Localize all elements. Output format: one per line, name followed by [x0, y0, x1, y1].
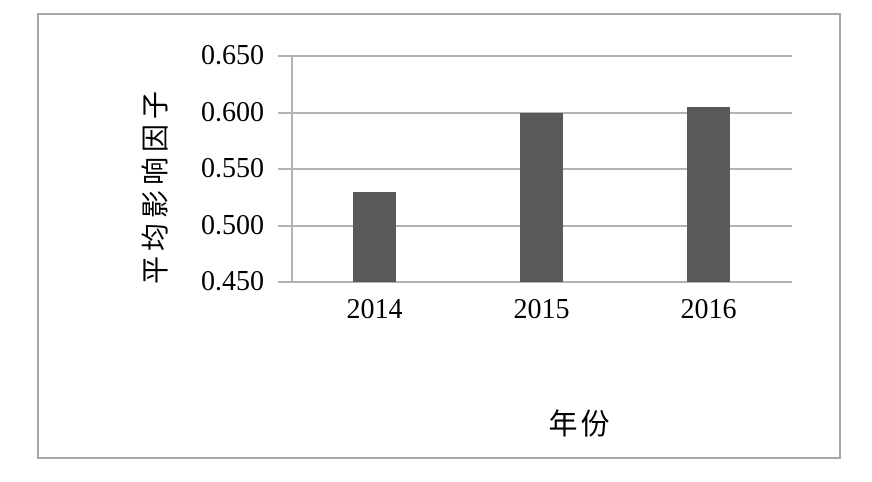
y-axis-tick [278, 168, 291, 170]
y-axis-tick [278, 55, 291, 57]
gridline [291, 55, 792, 57]
y-tick-label: 0.650 [201, 40, 264, 71]
y-axis-tick [278, 224, 291, 227]
y-tick-label: 0.600 [201, 96, 264, 128]
x-tick-label-2016: 2016 [680, 294, 737, 325]
bar-2014 [353, 191, 396, 282]
gridline [291, 281, 792, 283]
x-tick-label-2015: 2015 [513, 294, 570, 325]
x-tick-label-2014: 2014 [346, 294, 403, 325]
plot-area: 0.650 0.600 0.550 0.500 0.450 2014 2015 2016 [201, 42, 792, 324]
y-axis-tick [278, 111, 291, 114]
y-tick-label: 0.550 [201, 153, 264, 184]
bar-2015 [520, 112, 563, 282]
y-axis-line [291, 56, 293, 282]
y-tick-label: 0.500 [201, 209, 264, 241]
x-axis-title: 年份 [548, 409, 613, 441]
y-tick-label: 0.450 [201, 266, 264, 297]
bar-2016 [687, 106, 730, 282]
y-axis-tick [278, 281, 291, 283]
